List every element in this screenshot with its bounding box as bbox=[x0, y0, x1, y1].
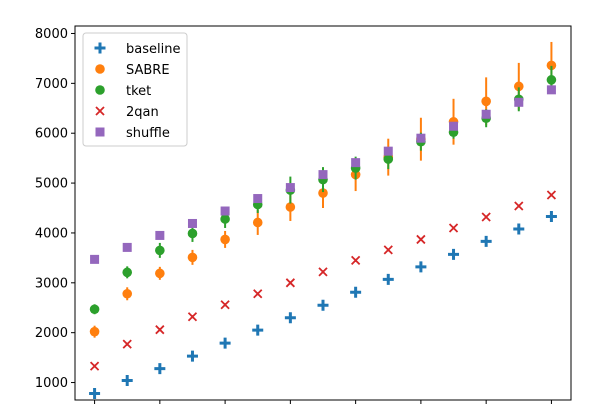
data-point bbox=[481, 212, 491, 222]
legend-label: baseline bbox=[126, 42, 180, 57]
y-tick-label: 4000 bbox=[35, 226, 68, 241]
data-point bbox=[383, 245, 393, 255]
legend-entry-tket: tket bbox=[95, 84, 151, 99]
data-point bbox=[187, 252, 198, 263]
data-point bbox=[317, 299, 329, 311]
data-point bbox=[513, 223, 525, 235]
data-point bbox=[416, 133, 426, 143]
data-point bbox=[220, 234, 230, 245]
data-point bbox=[546, 190, 557, 200]
data-point bbox=[514, 97, 524, 107]
data-point bbox=[121, 375, 133, 387]
legend-entry-baseline: baseline bbox=[94, 42, 180, 57]
data-point bbox=[90, 254, 100, 264]
data-point bbox=[89, 304, 100, 315]
legend-marker bbox=[94, 42, 106, 54]
data-point bbox=[546, 85, 556, 95]
axis-layer: 1000 2000 3000 4000 5000 6000 7000 8000 bbox=[35, 25, 572, 404]
legend-entry-shuffle: shuffle bbox=[95, 126, 170, 141]
legend-label: 2qan bbox=[126, 105, 159, 120]
data-point bbox=[252, 324, 264, 336]
data-point bbox=[284, 312, 296, 324]
y-tick-label: 3000 bbox=[35, 276, 68, 291]
y-tick-label: 8000 bbox=[35, 27, 68, 42]
legend-marker bbox=[95, 64, 105, 74]
data-point bbox=[253, 194, 263, 204]
data-point bbox=[546, 60, 557, 71]
data-point bbox=[383, 154, 394, 164]
data-point bbox=[545, 210, 557, 222]
data-point bbox=[186, 350, 198, 362]
data-point bbox=[187, 228, 198, 239]
data-point bbox=[318, 188, 328, 198]
y-tick-label: 7000 bbox=[35, 77, 68, 92]
legend-label: tket bbox=[126, 84, 151, 99]
data-point bbox=[220, 206, 230, 216]
data-point bbox=[89, 388, 101, 400]
data-point bbox=[155, 325, 165, 335]
data-point bbox=[285, 202, 296, 212]
data-point bbox=[318, 267, 328, 277]
legend-label: shuffle bbox=[126, 126, 170, 141]
legend-marker bbox=[95, 127, 105, 137]
data-point bbox=[382, 273, 394, 285]
y-tick-label: 1000 bbox=[35, 376, 68, 391]
data-point bbox=[122, 339, 132, 349]
data-point bbox=[122, 267, 133, 278]
series-layer bbox=[89, 41, 557, 400]
data-point bbox=[155, 230, 165, 240]
data-point bbox=[155, 268, 165, 279]
data-point bbox=[415, 261, 427, 273]
data-point bbox=[350, 255, 361, 266]
series-baseline bbox=[89, 210, 557, 400]
plot-frame bbox=[74, 25, 572, 401]
legend-marker bbox=[95, 85, 105, 95]
data-point bbox=[154, 363, 166, 375]
series-shuffle bbox=[90, 85, 556, 264]
data-point bbox=[449, 121, 459, 131]
legend: baseline SABRE tket 2qan shuffle bbox=[82, 32, 188, 147]
data-point bbox=[252, 217, 263, 228]
data-point bbox=[220, 300, 230, 310]
data-point bbox=[383, 146, 393, 156]
data-point bbox=[350, 286, 362, 298]
data-point bbox=[155, 245, 165, 256]
legend-box bbox=[82, 32, 188, 147]
data-point bbox=[253, 289, 263, 299]
data-point bbox=[514, 201, 524, 211]
data-point bbox=[546, 75, 557, 85]
data-point bbox=[318, 170, 328, 180]
data-point bbox=[285, 183, 295, 193]
data-point bbox=[480, 235, 492, 247]
data-point bbox=[481, 96, 491, 107]
data-point bbox=[187, 312, 198, 322]
legend-marker bbox=[95, 106, 105, 116]
data-point bbox=[122, 242, 132, 252]
data-point bbox=[122, 288, 133, 299]
data-point bbox=[285, 278, 296, 288]
series-2qan bbox=[89, 190, 557, 371]
legend-entry-sabre: SABRE bbox=[95, 63, 170, 78]
data-point bbox=[448, 223, 459, 233]
y-tick-label: 5000 bbox=[35, 177, 68, 192]
data-point bbox=[187, 218, 197, 228]
data-point bbox=[448, 248, 460, 260]
legend-entry-2qan: 2qan bbox=[95, 105, 159, 120]
legend-label: SABRE bbox=[126, 63, 170, 78]
y-tick-label: 6000 bbox=[35, 127, 68, 142]
data-point bbox=[351, 158, 361, 168]
data-point bbox=[513, 81, 524, 92]
data-point bbox=[481, 109, 491, 119]
data-point bbox=[416, 234, 426, 245]
data-point bbox=[89, 326, 100, 337]
data-point bbox=[220, 214, 230, 224]
y-tick-label: 2000 bbox=[35, 326, 68, 341]
data-point bbox=[219, 337, 231, 349]
data-point bbox=[89, 361, 100, 371]
